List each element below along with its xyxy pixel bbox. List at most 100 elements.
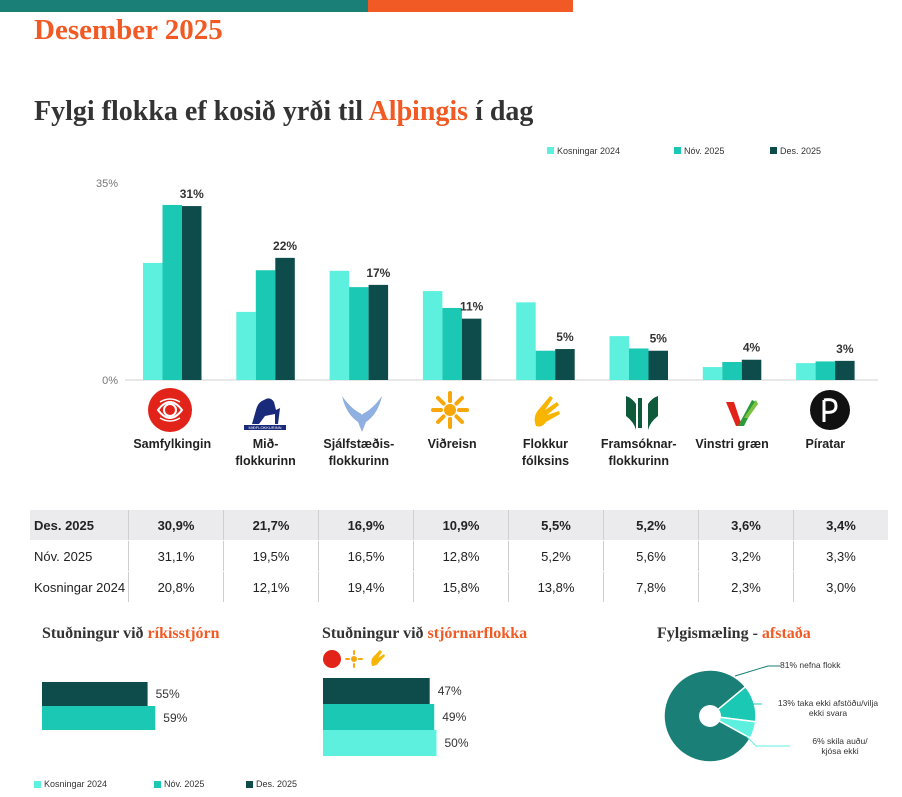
table-cell: 30,9% bbox=[128, 510, 224, 541]
parties-chart-bar-2 bbox=[323, 730, 437, 756]
y-tick-35: 35% bbox=[96, 178, 118, 190]
bar-1-series-2 bbox=[275, 257, 295, 380]
table-row: Des. 2025 30,9% 21,7% 16,9% 10,9% 5,5% 5,2% 3,6… bbox=[30, 510, 888, 541]
bar-4-series-2 bbox=[555, 349, 575, 380]
bar-6-series-0 bbox=[702, 367, 723, 380]
data-label-2: 17% bbox=[366, 266, 390, 280]
midflokkurinn-horse-icon: MIÐFLOKKURINN bbox=[244, 398, 286, 430]
table-cell: 5,2% bbox=[603, 510, 699, 541]
framsokn-flag-icon bbox=[626, 396, 658, 430]
legend-swatch-nov bbox=[154, 781, 161, 788]
category-label-4: Flokkur fólksins bbox=[521, 437, 570, 468]
sjalfstaedis-falcon-icon bbox=[342, 396, 382, 432]
party-support-chart: 0% 35% 31% 22% 17% 11% 5% 5% 4% 3% Kosningar 2024 N… bbox=[96, 146, 878, 387]
response-pie-chart bbox=[663, 665, 790, 763]
bar-0-series-1 bbox=[162, 204, 182, 380]
bar-2-series-0 bbox=[329, 270, 350, 380]
gov-title-hl: ríkisstjórn bbox=[147, 625, 220, 642]
party-logos: MIÐFLOKKURINN bbox=[148, 388, 850, 432]
table-cell: 12,1% bbox=[223, 571, 319, 603]
parties-chart-bar-0 bbox=[323, 678, 430, 704]
parties-support-title: Stuðningur við stjórnarflokka bbox=[322, 625, 527, 643]
legend-label-kosningar: Kosningar 2024 bbox=[44, 779, 108, 789]
category-label-7: Píratar bbox=[805, 437, 846, 451]
table-cell: 16,5% bbox=[318, 540, 414, 572]
rose-small-icon bbox=[323, 650, 341, 668]
bar-1-series-0 bbox=[236, 311, 256, 380]
data-label-1: 22% bbox=[273, 239, 297, 253]
bar-2-series-2 bbox=[368, 284, 389, 380]
table-row-label: Des. 2025 bbox=[30, 510, 129, 541]
table-cell: 3,0% bbox=[793, 571, 888, 603]
pie-label-b2: ekki svara bbox=[808, 708, 848, 718]
gov-support-title: Stuðningur við ríkisstjórn bbox=[42, 625, 220, 643]
category-label-1: Mið- flokkurinn bbox=[235, 437, 296, 468]
legend-label-des: Des. 2025 bbox=[256, 779, 298, 789]
legend-swatch-kosningar bbox=[34, 781, 41, 788]
y-tick-0: 0% bbox=[102, 375, 118, 387]
pie-label-b1: 13% taka ekki afstöðu/vilja bbox=[777, 698, 879, 708]
category-label-5: Framsóknar- flokkurinn bbox=[600, 437, 677, 468]
table-cell: 5,5% bbox=[508, 510, 604, 541]
table-row: Nóv. 2025 31,1% 19,5% 16,5% 12,8% 5,2% 5,6% 3,2… bbox=[30, 540, 888, 572]
bar-0-series-0 bbox=[143, 262, 163, 380]
bar-5-series-1 bbox=[629, 348, 649, 380]
midflokkurinn-logo-text: MIÐFLOKKURINN bbox=[248, 425, 281, 430]
data-label-3: 11% bbox=[460, 300, 484, 314]
piratar-flag-icon bbox=[810, 390, 850, 430]
bar-3-series-2 bbox=[461, 318, 482, 380]
legend-label-2: Des. 2025 bbox=[780, 146, 821, 156]
pie-title-pre: Fylgismæling - bbox=[657, 625, 762, 642]
parties-chart-label-2: 50% bbox=[445, 736, 469, 750]
gov-chart-label-0: 55% bbox=[156, 687, 180, 701]
parties-chart-bar-1 bbox=[323, 704, 435, 730]
table-row-label: Kosningar 2024 bbox=[30, 571, 129, 603]
bar-3-series-0 bbox=[422, 291, 443, 380]
table-cell: 7,8% bbox=[603, 571, 699, 603]
bar-4-series-1 bbox=[535, 350, 556, 380]
title-pre: Fylgi flokka ef kosið yrði til bbox=[34, 96, 369, 127]
top-bar-orange bbox=[368, 0, 573, 12]
table-cell: 15,8% bbox=[413, 571, 509, 603]
legend-swatch-1 bbox=[674, 147, 681, 154]
category-label-3: Viðreisn bbox=[427, 437, 477, 451]
samfylkingin-rose-icon bbox=[148, 388, 192, 432]
legend-swatch-2 bbox=[770, 147, 777, 154]
table-row: Kosningar 2024 20,8% 12,1% 19,4% 15,8% 13,8% 7… bbox=[30, 571, 888, 603]
vidreisn-sun-icon bbox=[431, 391, 469, 429]
bar-4-series-0 bbox=[516, 302, 536, 380]
table-row-label: Nóv. 2025 bbox=[30, 540, 129, 572]
page-title: Fylgi flokka ef kosið yrði til Alþingis … bbox=[34, 96, 533, 128]
title-post: í dag bbox=[468, 96, 534, 127]
gov-chart-bar-0 bbox=[42, 682, 148, 706]
data-label-5: 5% bbox=[650, 332, 668, 346]
parties-title-hl: stjórnarflokka bbox=[427, 625, 528, 642]
pie-title: Fylgismæling - afstaða bbox=[657, 625, 811, 643]
gov-support-chart: 55% 59% bbox=[42, 682, 188, 730]
bar-7-series-1 bbox=[815, 361, 836, 380]
bar-6-series-1 bbox=[722, 361, 742, 380]
pie-label-a: 81% nefna flokk bbox=[780, 660, 841, 670]
pie-title-hl: afstaða bbox=[761, 625, 811, 642]
table-cell: 31,1% bbox=[128, 540, 224, 572]
data-label-0: 31% bbox=[180, 187, 204, 201]
legend-label-0: Kosningar 2024 bbox=[557, 146, 620, 156]
table-cell: 19,4% bbox=[318, 571, 414, 603]
table-cell: 13,8% bbox=[508, 571, 604, 603]
gov-chart-bar-1 bbox=[42, 706, 156, 730]
parties-chart-label-1: 49% bbox=[442, 710, 466, 724]
title-highlight: Alþingis bbox=[368, 96, 469, 127]
table-cell: 5,6% bbox=[603, 540, 699, 572]
pie-leader-c bbox=[745, 735, 790, 747]
pie-label-c2: kjósa ekki bbox=[821, 746, 859, 756]
flokkur-folksins-hand-icon bbox=[534, 396, 560, 427]
table-cell: 2,3% bbox=[698, 571, 794, 603]
table-cell: 3,4% bbox=[793, 510, 888, 541]
gov-title-pre: Stuðningur við bbox=[42, 625, 148, 642]
month-title: Desember 2025 bbox=[34, 14, 223, 46]
table-cell: 20,8% bbox=[128, 571, 224, 603]
vinstri-graen-icon bbox=[726, 400, 758, 426]
hand-small-icon bbox=[371, 650, 385, 666]
table-cell: 12,8% bbox=[413, 540, 509, 572]
bar-5-series-0 bbox=[609, 336, 629, 380]
